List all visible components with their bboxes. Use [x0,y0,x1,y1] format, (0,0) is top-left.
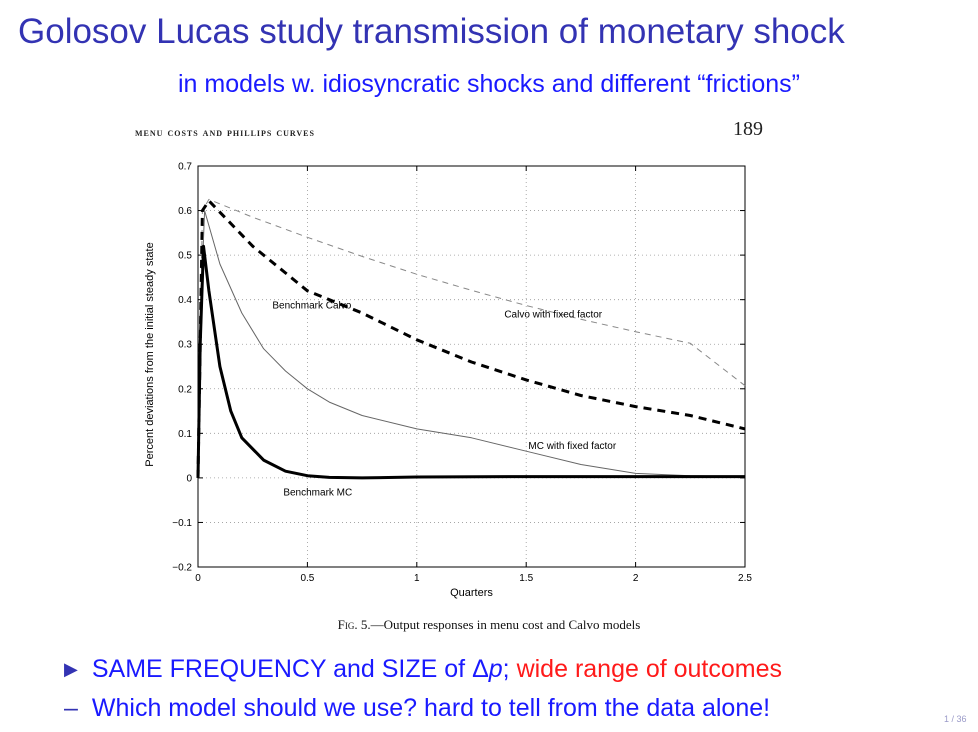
bullet-1-text-a: SAME FREQUENCY and SIZE of [91,655,473,683]
bullet-1-delta: Δ [472,655,489,683]
y-tick-label-1: −0.1 [172,518,192,529]
annotation-benchmark-mc: Benchmark MC [283,488,352,499]
series-line-mc-with-fixed-factor [197,210,746,478]
y-tick-label-0: −0.2 [172,563,192,574]
annotation-calvo-with-fixed-factor: Calvo with fixed factor [504,309,602,320]
x-axis-label: Quarters [450,587,493,599]
annotation-mc-with-fixed-factor: MC with fixed factor [528,441,616,452]
caption-figure-label: Fig. 5. [337,617,371,632]
x-tick-label-2: 1 [414,573,420,584]
y-tick-label-6: 0.4 [178,295,192,306]
y-tick-label-3: 0.1 [178,429,192,440]
x-tick-label-0: 0 [195,573,201,584]
x-tick-label-1: 0.5 [300,573,314,584]
triangle-bullet-icon: ▶ [64,659,78,679]
plot-frame [197,165,746,568]
paper-running-header: Menu Costs and Phillips Curves [135,125,315,140]
y-axis-label: Percent deviations from the initial stea… [144,242,156,466]
slide-title: Golosov Lucas study transmission of mone… [18,12,845,51]
y-tick-label-5: 0.3 [178,340,192,351]
series-line-benchmark-mc [196,244,745,480]
figure-caption: Fig. 5.—Output responses in menu cost an… [0,617,978,633]
x-tick-label-3: 1.5 [519,573,533,584]
page-counter: 1 / 36 [944,714,967,724]
x-tick-label-4: 2 [633,573,639,584]
paper-header-text: Menu Costs and Phillips Curves [135,125,315,139]
bullet-item-1: ▶ SAME FREQUENCY and SIZE of Δp; wide ran… [64,655,782,684]
series-line-calvo-with-fixed-factor [197,198,746,478]
annotation-benchmark-calvo: Benchmark Calvo [272,301,351,312]
y-tick-label-2: 0 [186,473,192,484]
bullet-item-2: – Which model should we use? hard to tell… [64,694,770,723]
x-tick-label-5: 2.5 [738,573,752,584]
bullet-1-red-text: wide range of outcomes [516,655,783,683]
y-tick-label-7: 0.5 [178,251,192,262]
y-tick-label-4: 0.2 [178,384,192,395]
series-line-benchmark-calvo [196,199,746,478]
paper-page-number: 189 [733,118,763,140]
bullet-2-text: Which model should we use? hard to tell … [91,694,771,722]
y-tick-label-9: 0.7 [178,162,192,173]
y-tick-label-8: 0.6 [178,206,192,217]
dash-bullet-icon: – [64,694,78,722]
bullet-1-text-b: ; [502,655,517,683]
slide-subtitle: in models w. idiosyncratic shocks and di… [177,70,801,98]
bullet-1-p: p [488,655,503,683]
caption-text: —Output responses in menu cost and Calvo… [370,617,641,632]
